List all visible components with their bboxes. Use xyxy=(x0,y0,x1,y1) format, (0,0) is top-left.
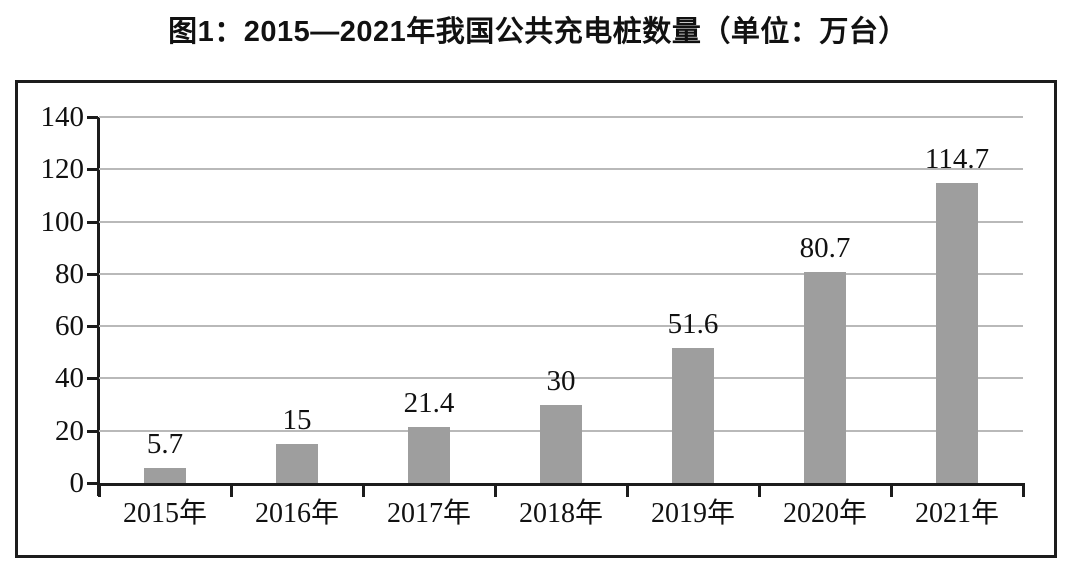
bar xyxy=(276,443,318,483)
y-axis-line xyxy=(97,117,100,496)
x-axis-tick-label: 2019年 xyxy=(650,498,735,529)
bar-value-label: 51.6 xyxy=(667,308,719,341)
y-axis-tick-mark xyxy=(87,220,98,224)
y-axis-tick-mark xyxy=(87,482,98,485)
bar-value-label: 21.4 xyxy=(403,387,455,420)
bar xyxy=(540,404,582,483)
x-axis-tick-label: 2015年 xyxy=(122,498,207,529)
x-axis-line xyxy=(97,483,1023,486)
gridline xyxy=(99,325,1023,328)
bar-value-label: 5.7 xyxy=(146,428,184,461)
y-axis-tick-label: 80 xyxy=(55,257,84,290)
x-axis-tick-label: 2017年 xyxy=(386,498,471,529)
chart-title: 图1：2015—2021年我国公共充电桩数量（单位：万台） xyxy=(168,16,908,48)
gridline xyxy=(99,220,1023,223)
bar-value-label: 80.7 xyxy=(799,232,851,265)
y-axis-tick-label: 140 xyxy=(40,101,85,133)
y-axis-tick-mark xyxy=(87,272,98,276)
gridline xyxy=(99,116,1023,118)
bar xyxy=(804,272,846,483)
bar xyxy=(408,427,450,483)
y-axis-tick-mark xyxy=(87,377,98,381)
x-axis-tick-mark xyxy=(97,483,101,497)
x-axis-tick-mark xyxy=(625,483,629,497)
gridline xyxy=(99,377,1023,380)
y-axis-tick-label: 120 xyxy=(40,153,85,186)
bar-value-label: 30 xyxy=(546,364,576,397)
gridline xyxy=(99,272,1023,275)
x-axis-tick-mark xyxy=(889,483,893,497)
chart-frame: 5.7 15 21.4 30 51.6 80.7 114.7 0 20 40 60 80 100 120… xyxy=(15,80,1057,558)
x-axis-tick-label: 2016年 xyxy=(254,498,339,529)
gridline xyxy=(99,168,1023,171)
y-axis-tick-mark xyxy=(87,325,98,329)
bar-value-label: 114.7 xyxy=(924,143,990,176)
y-axis-tick-label: 40 xyxy=(55,362,84,395)
plot-area: 5.7 15 21.4 30 51.6 80.7 114.7 xyxy=(99,116,1023,483)
y-axis-tick-mark xyxy=(87,168,98,172)
y-axis-tick-label: 100 xyxy=(40,205,85,238)
x-axis-tick-mark xyxy=(361,483,365,497)
y-axis-tick-label: 20 xyxy=(55,414,84,447)
bar xyxy=(144,468,186,483)
x-axis-tick-mark xyxy=(1021,483,1025,497)
x-axis-tick-mark xyxy=(229,483,233,497)
bar xyxy=(936,183,978,483)
y-axis-tick-mark xyxy=(87,429,98,433)
x-axis-tick-mark xyxy=(493,483,497,497)
x-axis-tick-label: 2018年 xyxy=(518,498,603,529)
bar xyxy=(672,348,714,483)
x-axis-tick-mark xyxy=(757,483,761,497)
y-axis-tick-label: 0 xyxy=(69,467,85,499)
y-axis-tick-mark xyxy=(87,116,98,119)
y-axis-tick-label: 60 xyxy=(55,310,84,343)
x-axis-tick-label: 2021年 xyxy=(914,498,999,529)
bar-value-label: 15 xyxy=(282,403,312,436)
x-axis-tick-label: 2020年 xyxy=(782,498,867,529)
